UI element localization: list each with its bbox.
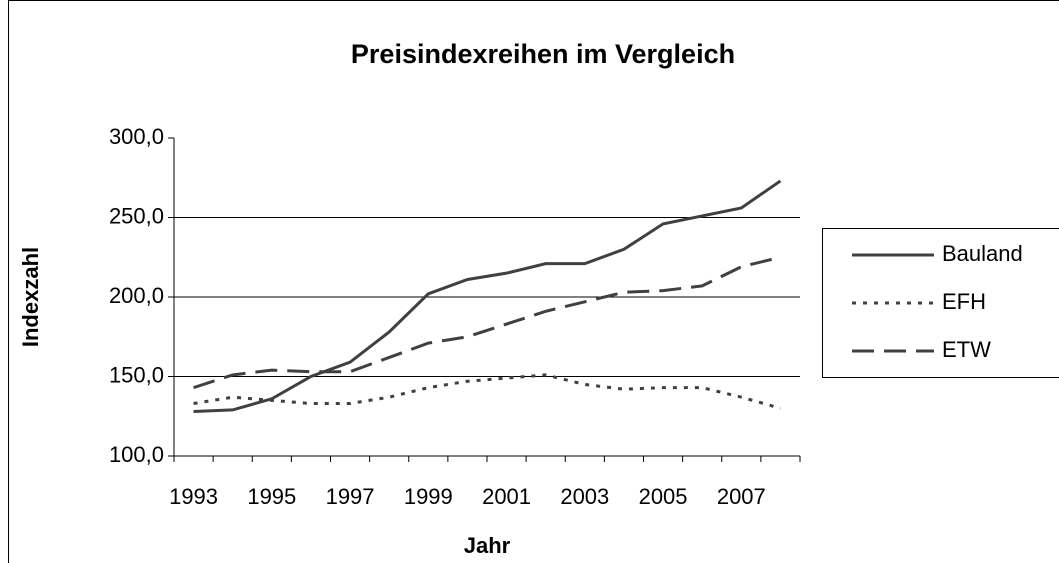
legend-label: EFH — [942, 289, 986, 314]
legend-box — [822, 228, 1059, 378]
y-tick-label: 150,0 — [109, 362, 164, 387]
legend-label: ETW — [942, 337, 991, 362]
x-tick-label: 1997 — [326, 484, 375, 509]
x-tick-label: 2007 — [717, 484, 766, 509]
y-tick-label: 100,0 — [109, 442, 164, 467]
x-tick-label: 1995 — [247, 484, 296, 509]
x-tick-label: 2003 — [560, 484, 609, 509]
y-tick-label: 250,0 — [109, 203, 164, 228]
series-line — [193, 179, 782, 413]
x-tick-label: 1993 — [169, 484, 218, 509]
y-axis-label: Indexzahl — [18, 247, 43, 347]
y-tick-label: 300,0 — [109, 124, 164, 149]
y-tick-label: 200,0 — [109, 283, 164, 308]
x-tick-label: 2001 — [482, 484, 531, 509]
series-line — [193, 255, 781, 390]
x-tick-label: 1999 — [404, 484, 453, 509]
legend-label: Bauland — [942, 241, 1023, 266]
x-tick-label: 2005 — [639, 484, 688, 509]
x-axis-label: Jahr — [464, 533, 511, 558]
chart-title: Preisindexreihen im Vergleich — [351, 39, 735, 69]
